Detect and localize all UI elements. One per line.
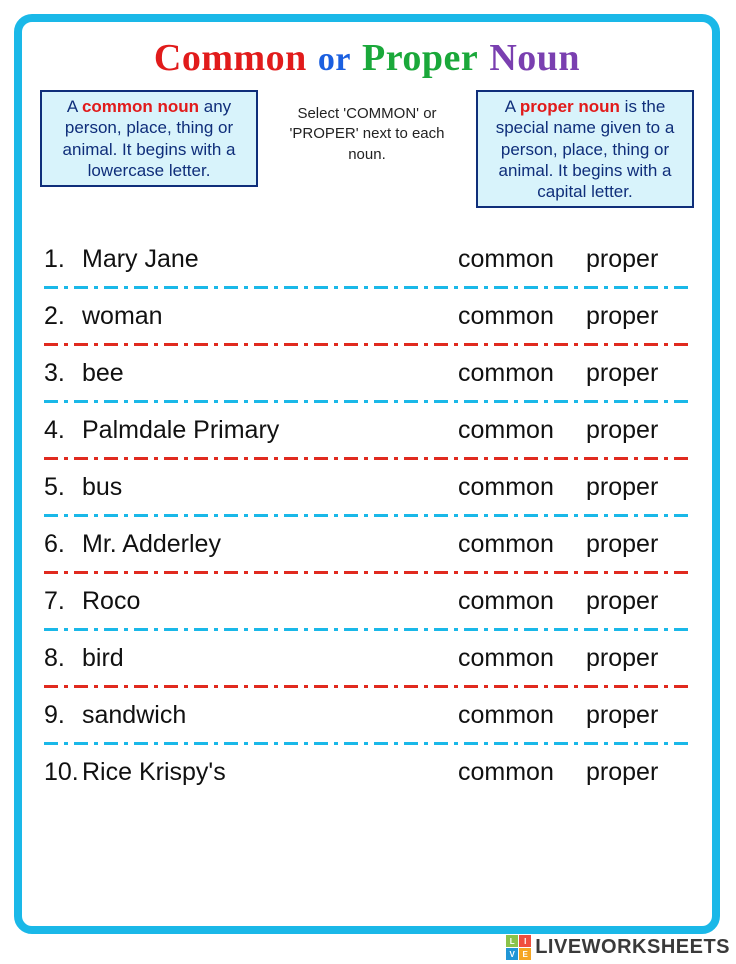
instruction-text: Select 'COMMON' or 'PROPER' next to each… (272, 90, 462, 165)
watermark-text: LIVEWORKSHEETS (535, 936, 730, 959)
list-item: 1.Mary Janecommonproper (44, 232, 690, 286)
list-item: 2.womancommonproper (44, 289, 690, 343)
list-item: 6.Mr. Adderleycommonproper (44, 517, 690, 571)
item-word: Palmdale Primary (78, 416, 458, 445)
page-title: Common or Proper Noun (22, 22, 712, 80)
option-proper[interactable]: proper (586, 701, 690, 730)
option-proper[interactable]: proper (586, 416, 690, 445)
list-item: 8.birdcommonproper (44, 631, 690, 685)
list-item: 3.beecommonproper (44, 346, 690, 400)
option-common[interactable]: common (458, 416, 586, 445)
item-word: Mary Jane (78, 245, 458, 274)
item-number: 2. (44, 302, 78, 331)
item-number: 4. (44, 416, 78, 445)
item-word: Rice Krispy's (78, 758, 458, 787)
item-number: 8. (44, 644, 78, 673)
item-number: 10. (44, 758, 78, 787)
list-item: 10.Rice Krispy'scommonproper (44, 745, 690, 799)
def-prefix: A (505, 97, 520, 116)
item-word: Roco (78, 587, 458, 616)
option-common[interactable]: common (458, 359, 586, 388)
list-item: 7.Rococommonproper (44, 574, 690, 628)
option-common[interactable]: common (458, 302, 586, 331)
item-word: bee (78, 359, 458, 388)
def-keyword-proper: proper noun (520, 97, 620, 116)
logo-cell: I (519, 935, 531, 947)
list-item: 9.sandwichcommonproper (44, 688, 690, 742)
proper-definition-box: A proper noun is the special name given … (476, 90, 694, 208)
item-number: 1. (44, 245, 78, 274)
option-common[interactable]: common (458, 758, 586, 787)
item-word: bus (78, 473, 458, 502)
worksheet-page: Common or Proper Noun A common noun any … (14, 14, 720, 934)
option-common[interactable]: common (458, 473, 586, 502)
option-common[interactable]: common (458, 644, 586, 673)
def-prefix: A (67, 97, 82, 116)
item-word: bird (78, 644, 458, 673)
watermark: L I V E LIVEWORKSHEETS (506, 935, 730, 960)
item-number: 9. (44, 701, 78, 730)
option-common[interactable]: common (458, 530, 586, 559)
item-number: 3. (44, 359, 78, 388)
option-proper[interactable]: proper (586, 359, 690, 388)
watermark-logo-icon: L I V E (506, 935, 531, 960)
option-common[interactable]: common (458, 587, 586, 616)
option-proper[interactable]: proper (586, 758, 690, 787)
option-proper[interactable]: proper (586, 587, 690, 616)
option-proper[interactable]: proper (586, 644, 690, 673)
option-proper[interactable]: proper (586, 530, 690, 559)
item-word: sandwich (78, 701, 458, 730)
option-proper[interactable]: proper (586, 245, 690, 274)
noun-list: 1.Mary Janecommonproper2.womancommonprop… (22, 208, 712, 799)
common-definition-box: A common noun any person, place, thing o… (40, 90, 258, 187)
logo-cell: L (506, 935, 518, 947)
def-keyword-common: common noun (82, 97, 199, 116)
title-word-proper: Proper (362, 37, 478, 79)
item-number: 5. (44, 473, 78, 502)
option-proper[interactable]: proper (586, 473, 690, 502)
title-word-noun: Noun (489, 37, 580, 79)
item-word: woman (78, 302, 458, 331)
item-number: 6. (44, 530, 78, 559)
title-word-common: Common (154, 37, 307, 79)
option-common[interactable]: common (458, 245, 586, 274)
list-item: 5.buscommonproper (44, 460, 690, 514)
list-item: 4.Palmdale Primarycommonproper (44, 403, 690, 457)
info-row: A common noun any person, place, thing o… (22, 80, 712, 208)
title-word-or: or (318, 41, 351, 78)
item-word: Mr. Adderley (78, 530, 458, 559)
option-common[interactable]: common (458, 701, 586, 730)
item-number: 7. (44, 587, 78, 616)
option-proper[interactable]: proper (586, 302, 690, 331)
